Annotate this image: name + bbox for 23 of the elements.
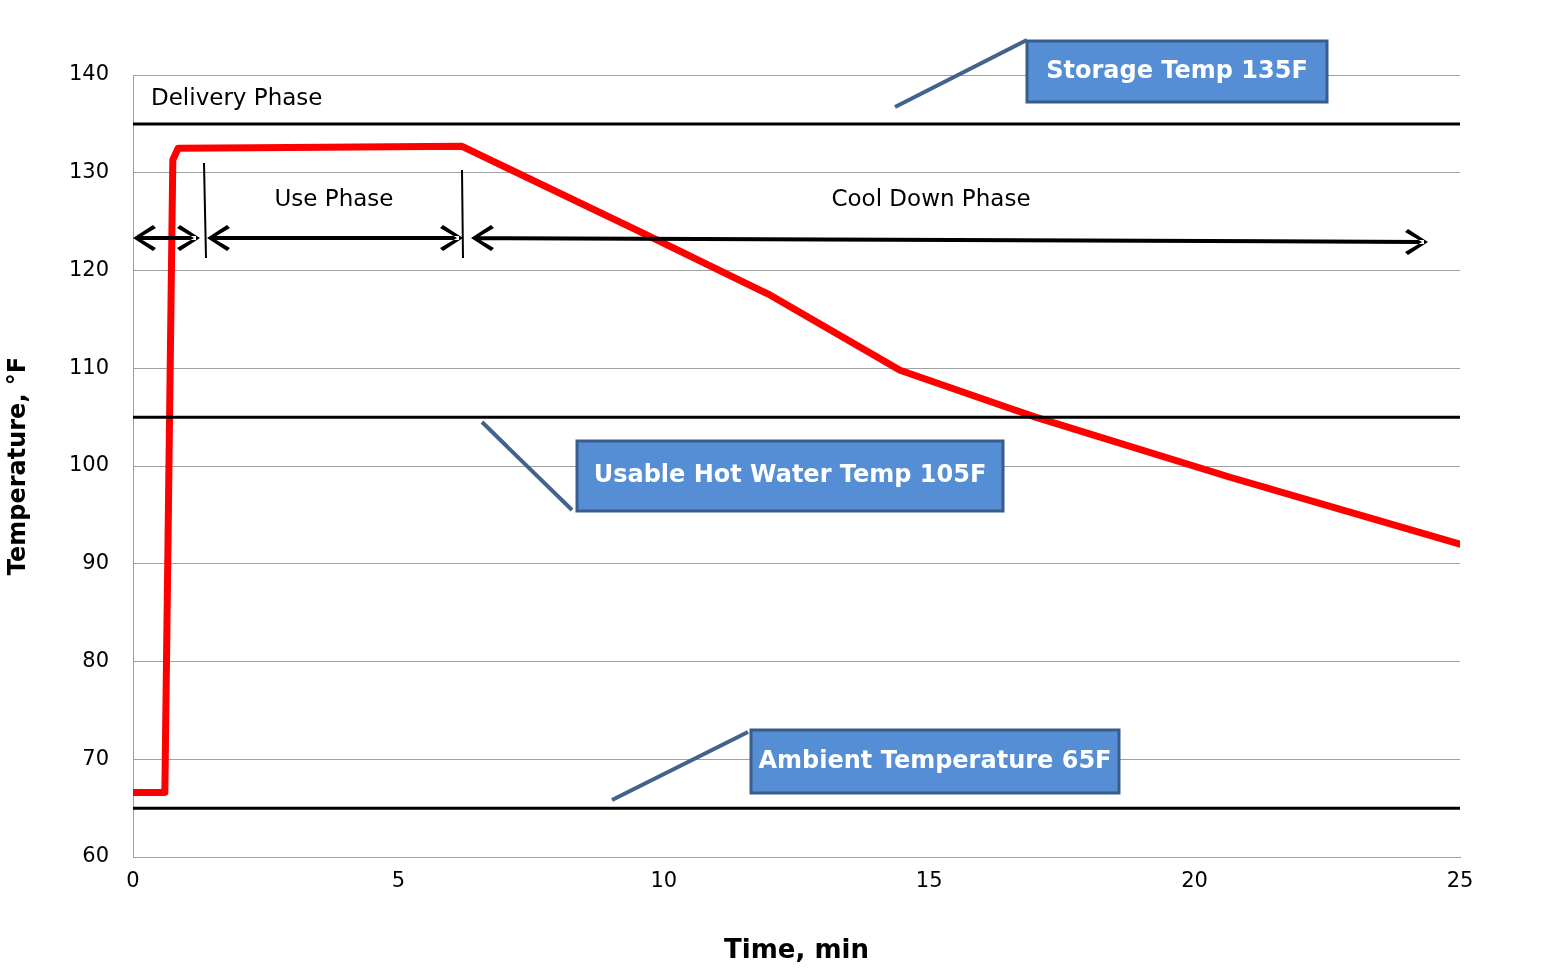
x-tick-label: 0: [126, 868, 140, 893]
y-tick-label: 140: [68, 61, 109, 86]
y-tick-label: 100: [68, 452, 109, 477]
y-tick-label: 130: [68, 159, 109, 184]
y-tick-label: 120: [68, 256, 109, 281]
annotation: Cool Down Phase: [831, 184, 1031, 211]
y-tick-label: 70: [82, 745, 109, 770]
y-tick-label: 80: [82, 647, 109, 672]
y-axis-title: Temperature, °F: [2, 356, 31, 576]
x-tick-label: 25: [1446, 868, 1474, 893]
y-tick-label: 110: [68, 354, 109, 379]
annotation: Use Phase: [274, 184, 394, 211]
x-axis-title: Time, min: [724, 934, 869, 965]
annotation: Delivery Phase: [151, 83, 323, 110]
x-tick-label: 15: [915, 868, 943, 893]
ref-line-label: Usable Hot Water Temp 105F: [593, 460, 987, 489]
ref-line-label: Storage Temp 135F: [1046, 55, 1308, 84]
y-tick-label: 60: [82, 843, 109, 868]
y-tick-label: 90: [82, 550, 109, 575]
x-tick-label: 10: [650, 868, 678, 893]
ref-line-label: Ambient Temperature 65F: [758, 745, 1112, 774]
x-tick-label: 20: [1181, 868, 1208, 893]
x-tick-label: 5: [391, 868, 406, 893]
